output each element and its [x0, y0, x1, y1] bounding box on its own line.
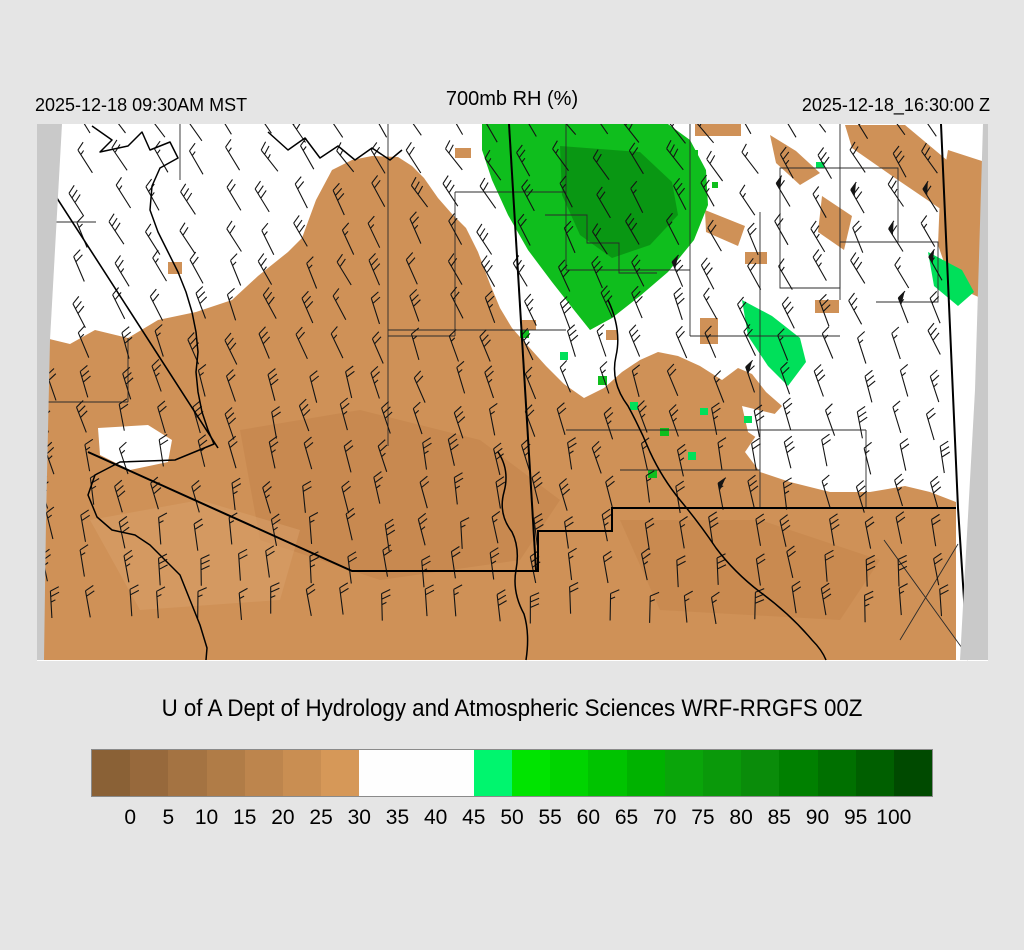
- colorbar-tick-label: 0: [124, 806, 137, 829]
- colorbar-cell: [588, 750, 627, 796]
- colorbar-tick-label: 65: [614, 806, 639, 829]
- colorbar-cell: [550, 750, 589, 796]
- colorbar-cell: [703, 750, 742, 796]
- colorbar-cell: [779, 750, 818, 796]
- colorbar-cell: [473, 750, 513, 796]
- moist-rh-streak: [742, 300, 806, 386]
- colorbar-cell: [664, 750, 703, 796]
- colorbar-tick-label: 70: [653, 806, 677, 829]
- colorbar-tick-label: 100: [876, 806, 912, 829]
- nodata-edge-right: [960, 124, 988, 660]
- colorbar: [91, 749, 933, 797]
- dry-patch: [700, 318, 718, 344]
- dry-patch: [606, 330, 618, 340]
- moist-rh-streak: [928, 252, 974, 306]
- colorbar-tick-label: 75: [691, 806, 715, 829]
- colorbar-cell: [321, 750, 360, 796]
- colorbar-cell: [893, 750, 933, 796]
- dry-patch: [455, 148, 471, 158]
- colorbar-cell: [282, 750, 322, 796]
- colorbar-cell: [206, 750, 245, 796]
- colorbar-tick-label: 45: [462, 806, 486, 829]
- colorbar-tick-label: 10: [194, 806, 219, 829]
- dry-patch: [818, 196, 852, 250]
- caption: U of A Dept of Hydrology and Atmospheric…: [161, 695, 863, 722]
- dry-patch: [770, 135, 820, 185]
- dry-patch: [938, 150, 985, 300]
- colorbar-tick-label: 80: [729, 806, 753, 829]
- valid-time-utc: 2025-12-18_16:30:00 Z: [801, 95, 990, 115]
- map-title: 700mb RH (%): [445, 88, 579, 110]
- colorbar-tick-label: 30: [347, 806, 371, 829]
- colorbar-tick-label: 50: [500, 806, 524, 829]
- colorbar-cell: [397, 750, 436, 796]
- valid-time-local: 2025-12-18 09:30AM MST: [35, 95, 248, 115]
- colorbar-cell: [92, 750, 131, 796]
- colorbar-cell: [626, 750, 665, 796]
- moist-hole: [900, 430, 945, 470]
- colorbar-tick-label: 5: [162, 806, 175, 829]
- dry-rh-darker-patch: [240, 410, 560, 580]
- colorbar-cell: [817, 750, 856, 796]
- colorbar-tick-labels: 0 5 10 15 20 25 30 35 40 45 50 55 60 65 70 75 80 85 90 95 10…: [92, 806, 932, 832]
- colorbar-cell: [741, 750, 780, 796]
- colorbar-tick-label: 60: [576, 806, 601, 829]
- colorbar-cell: [855, 750, 894, 796]
- colorbar-cell: [359, 750, 398, 796]
- colorbar-tick-label: 15: [233, 806, 257, 829]
- colorbar-cell: [244, 750, 283, 796]
- colorbar-tick-label: 20: [271, 806, 295, 829]
- colorbar-tick-label: 40: [423, 806, 448, 829]
- colorbar-tick-label: 85: [767, 806, 791, 829]
- dry-patch: [705, 210, 745, 246]
- colorbar-cell: [435, 750, 474, 796]
- rivers: [87, 125, 827, 661]
- colorbar-cell: [130, 750, 169, 796]
- county-boundaries: [37, 124, 963, 649]
- moist-hole: [742, 406, 908, 478]
- colorbar-cell: [512, 750, 551, 796]
- dry-patch: [695, 124, 741, 136]
- dry-patch: [815, 300, 839, 313]
- dry-rh-lighter-patch: [90, 500, 300, 610]
- colorbar-tick-label: 25: [309, 806, 333, 829]
- moist-rh-speckles: [520, 150, 824, 478]
- dry-patch: [168, 262, 182, 274]
- colorbar-tick-label: 55: [538, 806, 562, 829]
- colorbar-tick-label: 95: [843, 806, 868, 829]
- dry-patch: [522, 320, 536, 330]
- moist-hole: [98, 425, 172, 470]
- colorbar-cell: [168, 750, 207, 796]
- dry-patch: [745, 252, 767, 264]
- colorbar-tick-label: 90: [805, 806, 830, 829]
- moist-rh-core: [560, 146, 678, 258]
- colorbar-tick-label: 35: [385, 806, 410, 829]
- nodata-edge-left: [37, 124, 62, 660]
